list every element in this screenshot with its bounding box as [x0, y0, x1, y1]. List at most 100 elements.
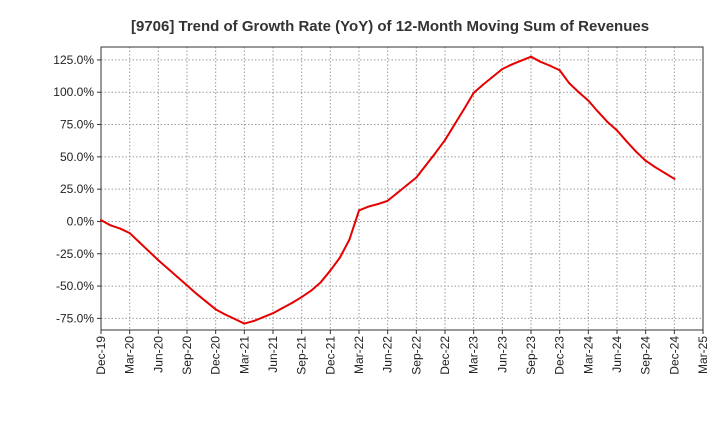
x-tick-label: Mar-24 — [581, 336, 595, 374]
data-point — [147, 250, 150, 253]
data-point — [520, 59, 523, 62]
data-point — [577, 91, 580, 94]
x-tick-label: Dec-21 — [323, 336, 337, 375]
data-point — [654, 166, 657, 169]
data-point — [348, 238, 351, 241]
grid — [100, 47, 704, 330]
data-point — [128, 232, 131, 235]
y-tick-label: 50.0% — [60, 150, 94, 164]
data-point — [338, 256, 341, 259]
data-point — [386, 199, 389, 202]
axes — [97, 46, 704, 334]
data-point — [138, 241, 141, 244]
y-tick-label: -50.0% — [56, 279, 94, 293]
data-point — [491, 75, 494, 78]
data-point — [310, 289, 313, 292]
data-point — [463, 108, 466, 111]
data-point — [291, 301, 294, 304]
x-tick-label: Sep-21 — [295, 336, 309, 375]
data-point — [176, 276, 179, 279]
data-point — [539, 60, 542, 63]
data-point — [262, 316, 265, 319]
x-tick-label: Dec-24 — [667, 336, 681, 375]
data-point — [272, 312, 274, 315]
y-tick-label: -75.0% — [56, 311, 94, 325]
data-point — [549, 64, 552, 67]
data-point — [358, 209, 360, 212]
x-tick-label: Jun-21 — [266, 336, 280, 373]
x-tick-label: Sep-20 — [180, 336, 194, 375]
y-tick-label: 75.0% — [60, 118, 94, 132]
data-point — [205, 300, 208, 303]
data-point — [606, 120, 609, 123]
data-point — [663, 171, 666, 174]
data-point — [186, 284, 188, 287]
y-tick-label: 125.0% — [53, 53, 94, 67]
data-point — [100, 219, 102, 222]
y-tick-label: 25.0% — [60, 182, 94, 196]
data-point — [558, 69, 561, 72]
x-tick-label: Jun-20 — [151, 336, 165, 373]
data-point — [644, 159, 647, 162]
data-point — [424, 164, 427, 167]
x-tick-label: Jun-22 — [381, 336, 395, 373]
data-point — [195, 292, 198, 295]
data-point — [166, 267, 169, 270]
data-point — [224, 313, 227, 316]
data-point — [625, 140, 628, 143]
data-point — [281, 307, 284, 310]
y-tick-label: 100.0% — [53, 85, 94, 99]
x-tick-label: Mar-20 — [123, 336, 137, 374]
data-point — [673, 177, 676, 180]
data-point — [415, 176, 418, 179]
plot-frame — [100, 46, 704, 331]
data-point — [472, 91, 475, 94]
x-tick-label: Jun-24 — [610, 336, 624, 373]
data-point — [482, 83, 485, 86]
data-point — [109, 224, 112, 227]
x-tick-label: Mar-22 — [352, 336, 366, 374]
data-point — [367, 205, 370, 208]
x-tick-label: Dec-23 — [553, 336, 567, 375]
data-point — [510, 63, 513, 66]
data-point — [434, 151, 437, 154]
x-tick-label: Mar-21 — [237, 336, 251, 374]
y-tick-label: 0.0% — [67, 214, 95, 228]
data-point — [377, 203, 380, 206]
data-point — [587, 99, 590, 102]
x-tick-label: Dec-22 — [438, 336, 452, 375]
data-point — [300, 296, 303, 299]
data-point — [568, 82, 571, 85]
chart-title: [9706] Trend of Growth Rate (YoY) of 12-… — [131, 18, 649, 35]
tick-labels: 125.0% 100.0% 75.0% 50.0% 25.0% 0.0% -25.0% -50… — [53, 53, 710, 375]
x-tick-label: Jun-23 — [495, 336, 509, 373]
x-tick-label: Dec-20 — [209, 336, 223, 375]
x-tick-label: Sep-24 — [639, 336, 653, 375]
data-point — [616, 129, 618, 132]
series-layer — [100, 55, 676, 325]
data-point — [453, 123, 456, 126]
x-tick-label: Sep-23 — [524, 336, 538, 375]
data-point — [396, 192, 399, 195]
data-point — [252, 319, 255, 322]
x-tick-label: Mar-25 — [696, 336, 710, 374]
data-point — [319, 281, 322, 284]
data-point — [119, 227, 122, 230]
data-point — [243, 322, 246, 325]
data-point — [233, 318, 236, 321]
data-point — [444, 139, 446, 142]
x-tick-label: Sep-22 — [409, 336, 423, 375]
x-tick-label: Dec-19 — [94, 336, 108, 375]
data-point — [157, 259, 160, 262]
data-point — [530, 55, 532, 58]
x-tick-label: Mar-23 — [467, 336, 481, 374]
data-point — [329, 269, 332, 272]
data-point — [214, 308, 217, 311]
data-point — [635, 150, 638, 153]
data-point — [405, 184, 408, 187]
data-point — [501, 67, 504, 70]
data-point — [596, 110, 599, 113]
y-tick-label: -25.0% — [56, 247, 94, 261]
